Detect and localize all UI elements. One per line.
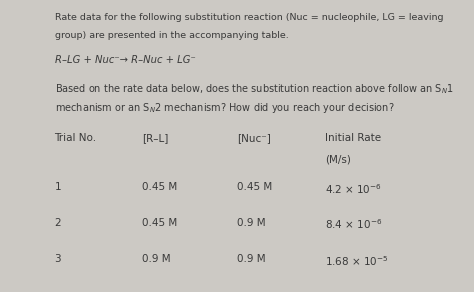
Text: Trial No.: Trial No. <box>55 133 97 143</box>
Text: 0.45 M: 0.45 M <box>237 182 272 192</box>
Text: 8.4 × 10$^{-6}$: 8.4 × 10$^{-6}$ <box>325 218 382 231</box>
Text: [Nuc⁻]: [Nuc⁻] <box>237 133 271 143</box>
Text: [R–L]: [R–L] <box>142 133 169 143</box>
Text: Based on the rate data below, does the substitution reaction above follow an S$_: Based on the rate data below, does the s… <box>55 82 453 95</box>
Text: 3: 3 <box>55 254 61 264</box>
Text: 0.45 M: 0.45 M <box>142 182 177 192</box>
Text: Rate data for the following substitution reaction (Nuc = nucleophile, LG = leavi: Rate data for the following substitution… <box>55 13 443 22</box>
Text: 1.68 × 10$^{-5}$: 1.68 × 10$^{-5}$ <box>325 254 388 268</box>
Text: 1: 1 <box>55 182 61 192</box>
Text: (M/s): (M/s) <box>325 155 351 165</box>
Text: 0.45 M: 0.45 M <box>142 218 177 227</box>
Text: 4.2 × 10$^{-6}$: 4.2 × 10$^{-6}$ <box>325 182 382 196</box>
Text: 0.9 M: 0.9 M <box>237 254 265 264</box>
Text: R–LG + Nuc⁻→ R–Nuc + LG⁻: R–LG + Nuc⁻→ R–Nuc + LG⁻ <box>55 55 195 65</box>
Text: 0.9 M: 0.9 M <box>237 218 265 227</box>
Text: 0.9 M: 0.9 M <box>142 254 171 264</box>
Text: Initial Rate: Initial Rate <box>325 133 381 143</box>
Text: group) are presented in the accompanying table.: group) are presented in the accompanying… <box>55 31 288 40</box>
Text: 2: 2 <box>55 218 61 227</box>
Text: mechanism or an S$_{N}$2 mechanism? How did you reach your decision?: mechanism or an S$_{N}$2 mechanism? How … <box>55 101 394 115</box>
